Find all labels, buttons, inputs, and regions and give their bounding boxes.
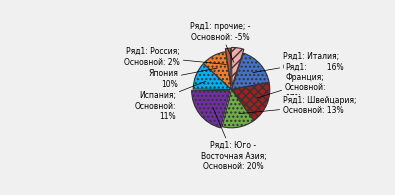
Text: Ряд1:
Испания;
Основной:
11%: Ряд1: Испания; Основной: 11%: [134, 81, 206, 121]
Text: Ряд1: Швейцария;
Основной: 13%: Ряд1: Швейцария; Основной: 13%: [239, 96, 357, 115]
Text: Ряд1: прочие; -
Основной: -5%: Ряд1: прочие; - Основной: -5%: [190, 22, 250, 62]
Wedge shape: [231, 53, 269, 90]
Wedge shape: [193, 64, 231, 90]
Text: Ряд1:
Франция;
Основной:
17%: Ряд1: Франция; Основной: 17%: [257, 63, 327, 103]
Wedge shape: [231, 47, 244, 86]
Wedge shape: [203, 52, 231, 90]
Text: Ряд1: Италия;
Основной: 16%: Ряд1: Италия; Основной: 16%: [253, 52, 344, 73]
Text: Ряд1: Юго -
Восточная Азия;
Основной: 20%: Ряд1: Юго - Восточная Азия; Основной: 20…: [201, 107, 266, 171]
Wedge shape: [192, 90, 230, 128]
Text: Ряд1: Россия;
Основной: 2%: Ряд1: Россия; Основной: 2%: [124, 47, 227, 67]
Wedge shape: [222, 90, 254, 128]
Wedge shape: [231, 82, 270, 121]
Wedge shape: [226, 48, 231, 86]
Text: Япония
10%: Япония 10%: [148, 68, 217, 89]
